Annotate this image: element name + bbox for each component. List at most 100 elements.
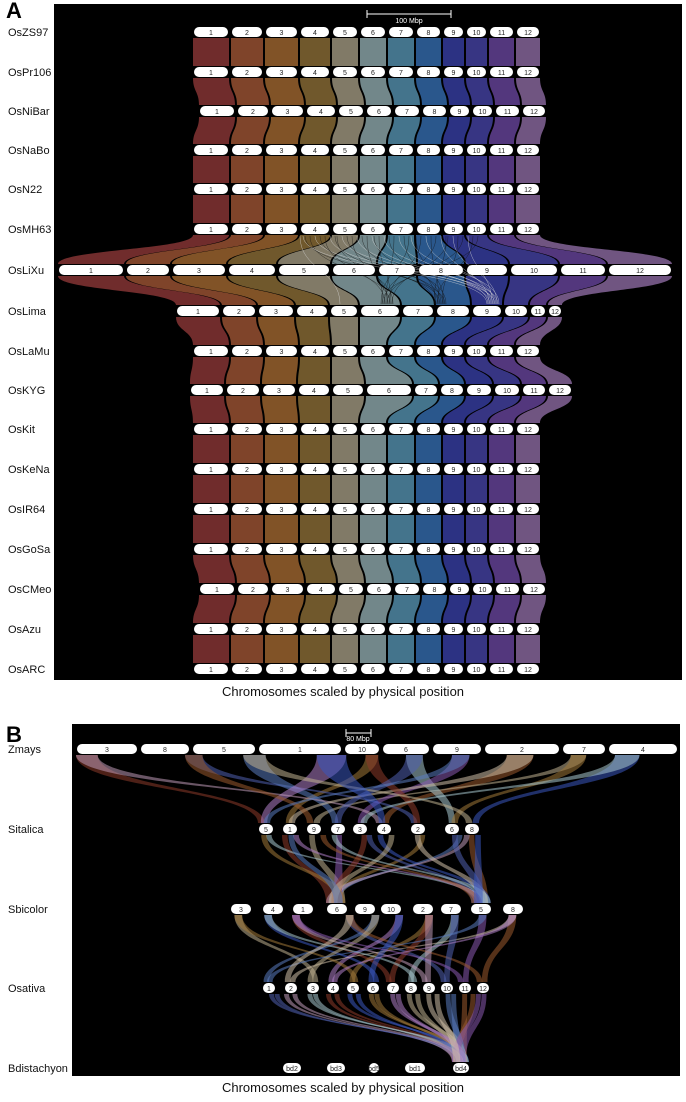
panel-a-ribbon bbox=[548, 276, 672, 305]
panel-a-chromosome bbox=[279, 265, 329, 275]
panel-a-genome-label: OsARC bbox=[8, 664, 45, 676]
panel-a-chromosome-label: 6 bbox=[387, 388, 391, 395]
panel-a-chromosome-label: 11 bbox=[504, 587, 511, 594]
panel-a-chromosome bbox=[467, 224, 486, 234]
panel-a-chromosome-label: 5 bbox=[343, 187, 347, 194]
panel-a-chromosome bbox=[194, 544, 228, 554]
panel-a-ribbon bbox=[262, 357, 298, 384]
panel-a-caption: Chromosomes scaled by physical position bbox=[221, 684, 465, 699]
panel-a-ribbon bbox=[330, 317, 358, 345]
panel-a-chromosome bbox=[232, 424, 262, 434]
panel-a-chromosome-label: 11 bbox=[504, 109, 511, 116]
panel-a-chromosome-label: 11 bbox=[498, 627, 505, 634]
panel-b-chromosome bbox=[327, 1063, 345, 1073]
panel-a-chromosome-label: 2 bbox=[245, 148, 249, 155]
panel-b-ribbon bbox=[408, 915, 459, 982]
panel-b-ribbon bbox=[282, 835, 335, 903]
panel-a-chromosome bbox=[361, 145, 385, 155]
panel-a-ribbon bbox=[443, 38, 464, 66]
panel-a-ribbon bbox=[443, 635, 464, 663]
panel-a-ribbon bbox=[58, 276, 220, 305]
panel-b-chromosome-label: 1 bbox=[288, 827, 292, 834]
panel-a-chromosome-label: 2 bbox=[245, 547, 249, 554]
panel-b-chromosome bbox=[471, 904, 491, 914]
panel-a-ribbon bbox=[360, 396, 412, 423]
panel-a-ribbon bbox=[466, 475, 487, 503]
panel-a-chromosome bbox=[259, 306, 293, 316]
panel-a-chromosome-label: 4 bbox=[313, 667, 317, 674]
panel-a-chromosome bbox=[609, 265, 671, 275]
panel-b-ribbon bbox=[328, 915, 404, 982]
panel-a-chromosome-label: 7 bbox=[399, 148, 403, 155]
panel-a-chromosome-label: 1 bbox=[209, 467, 213, 474]
panel-a-chromosome bbox=[523, 584, 545, 594]
panel-a-chromosome-label: 2 bbox=[237, 309, 241, 316]
panel-a-chromosome-label: 6 bbox=[371, 547, 375, 554]
panel-b-chromosome-label: 8 bbox=[409, 986, 413, 993]
panel-a-chromosome bbox=[333, 424, 357, 434]
panel-b-ribbon bbox=[76, 755, 265, 823]
panel-a-chromosome bbox=[301, 67, 329, 77]
panel-a-ribbon bbox=[516, 396, 572, 423]
panel-a-ribbon bbox=[193, 156, 229, 183]
panel-a-chromosome-label: 5 bbox=[349, 587, 353, 594]
panel-a-chromosome-label: 7 bbox=[399, 427, 403, 434]
panel-b-ribbon bbox=[365, 755, 421, 823]
panel-a-chromosome-label: 3 bbox=[280, 627, 284, 634]
panel-a-ribbon bbox=[516, 595, 546, 623]
panel-a-chromosome-label: 5 bbox=[343, 148, 347, 155]
panel-a-ribbon bbox=[388, 195, 414, 223]
panel-a-chromosome-label: 1 bbox=[209, 148, 213, 155]
panel-a-chromosome-label: 11 bbox=[530, 388, 537, 395]
panel-a-chromosome-label: 6 bbox=[377, 587, 381, 594]
panel-a-chromosome bbox=[227, 385, 259, 395]
panel-a-ribbon bbox=[231, 195, 263, 223]
panel-a-ribbon bbox=[516, 156, 540, 183]
panel-a-chromosome bbox=[232, 67, 262, 77]
panel-a-chromosome bbox=[389, 504, 413, 514]
panel-a-chromosome-label: 11 bbox=[498, 467, 505, 474]
panel-a-ribbon bbox=[231, 435, 263, 463]
panel-a-chromosome bbox=[467, 624, 486, 634]
panel-a-ribbon bbox=[176, 317, 229, 345]
panel-a-ribbon bbox=[231, 515, 263, 543]
panel-b-caption: Chromosomes scaled by physical position bbox=[221, 1080, 465, 1095]
panel-a-chromosome bbox=[333, 346, 357, 356]
panel-b-chromosome-label: 6 bbox=[450, 827, 454, 834]
panel-a-chromosome-label: 1 bbox=[215, 109, 219, 116]
panel-a-chromosome-label: 5 bbox=[343, 627, 347, 634]
panel-b-chromosome-label: 5 bbox=[222, 747, 226, 754]
panel-a-chromosome-label: 2 bbox=[251, 109, 255, 116]
panel-a-chromosome-label: 9 bbox=[452, 70, 456, 77]
panel-b-ribbon bbox=[328, 835, 395, 903]
panel-a-chromosome bbox=[444, 184, 463, 194]
panel-a-chromosome-label: 2 bbox=[245, 30, 249, 37]
panel-a-ribbon bbox=[416, 475, 441, 503]
panel-a-chromosome bbox=[238, 106, 268, 116]
panel-b-chromosome bbox=[433, 744, 481, 754]
panel-a-chromosome bbox=[467, 664, 486, 674]
panel-a-chromosome-label: 8 bbox=[439, 268, 443, 275]
panel-a-chromosome bbox=[473, 106, 492, 116]
panel-b-chromosome-label: 10 bbox=[358, 747, 366, 754]
panel-a-ribbon bbox=[265, 195, 298, 223]
panel-a-chromosome bbox=[191, 385, 223, 395]
panel-a-chromosome-label: 3 bbox=[280, 227, 284, 234]
panel-a-chromosome bbox=[389, 424, 413, 434]
panel-b-chromosome bbox=[441, 983, 453, 993]
panel-a-chromosome bbox=[307, 106, 335, 116]
panel-a-chromosome bbox=[467, 184, 486, 194]
panel-a-chromosome-label: 7 bbox=[416, 309, 420, 316]
panel-b-ribbon bbox=[334, 994, 464, 1062]
panel-b-ribbon bbox=[292, 915, 428, 982]
panel-a-ribbon bbox=[360, 635, 386, 663]
panel-a-chromosome-label: 3 bbox=[280, 667, 284, 674]
panel-a-chromosome bbox=[361, 67, 385, 77]
panel-a-chromosome-label: 9 bbox=[452, 187, 456, 194]
panel-a-chromosome bbox=[59, 265, 123, 275]
panel-a-ribbon bbox=[516, 38, 540, 66]
panel-b-genome-label: Osativa bbox=[8, 983, 46, 995]
panel-a-ribbon bbox=[300, 595, 336, 623]
panel-a-ribbon bbox=[300, 635, 330, 663]
panel-b-chromosome-label: 7 bbox=[449, 907, 453, 914]
